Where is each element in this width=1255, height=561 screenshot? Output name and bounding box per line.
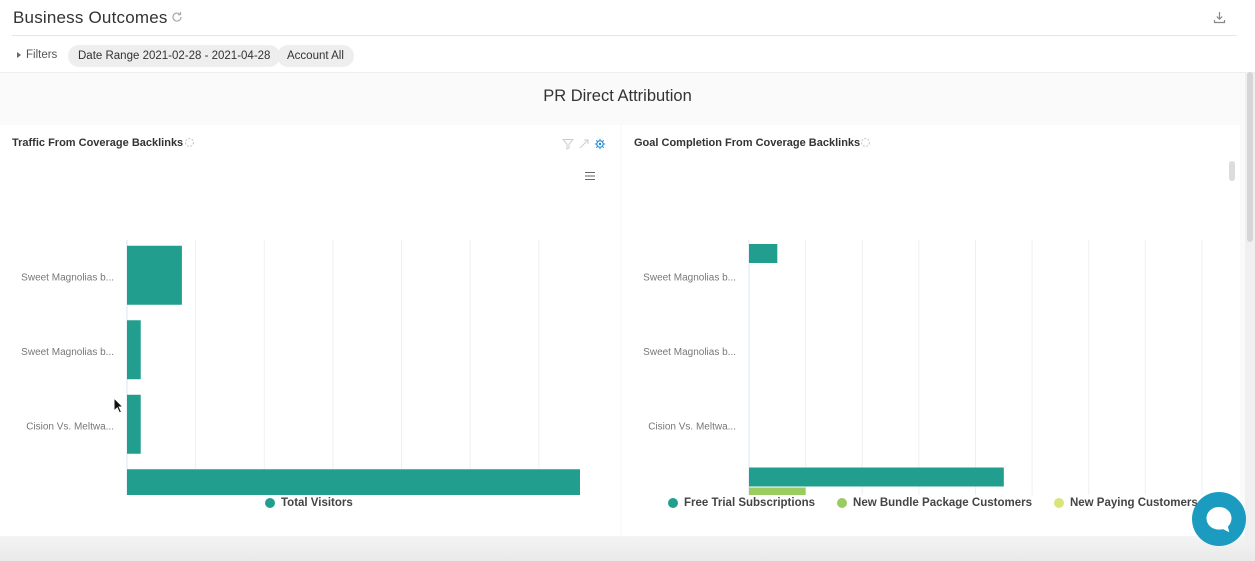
gear-icon[interactable] [594,138,606,150]
goal-panel: Goal Completion From Coverage Backlinks … [622,125,1240,537]
category-label: Sweet Magnolias b... [21,272,114,283]
filters-label: Filters [26,49,58,61]
legend-dot [837,498,848,508]
filters-bar: Filters Date Range 2021-02-28 - 2021-04-… [0,44,1255,68]
account-label: Account [287,50,329,62]
traffic-chart: 051015202530Sweet Magnolias b...Sweet Ma… [21,240,580,495]
legend-item[interactable]: New Bundle Package Customers [837,497,1032,509]
legend-dot [668,498,678,508]
inner-scrollbar[interactable] [1229,161,1235,181]
dashboard-main: PR Direct Attribution Traffic From Cover… [0,72,1245,561]
goal-chart: 0246810121416Sweet Magnolias b...Sweet M… [643,240,1203,496]
bar[interactable] [749,487,806,496]
bar[interactable] [127,394,141,454]
legend-dot [265,498,275,508]
bottom-shade [0,536,1255,561]
account-value: All [331,50,344,62]
bar[interactable] [749,244,778,263]
legend-label: Total Visitors [281,497,353,509]
download-icon[interactable] [1213,11,1226,24]
bar[interactable] [127,469,580,495]
category-label: Sweet Magnolias b... [643,347,736,358]
filters-toggle[interactable]: Filters [17,49,57,61]
legend-dot [1053,498,1064,508]
date-range-chip[interactable]: Date Range 2021-02-28 - 2021-04-28 [68,45,281,67]
category-label: Sweet Magnolias b... [21,347,114,358]
bar[interactable] [127,245,182,305]
account-chip[interactable]: Account All [277,45,354,67]
section-title: PR Direct Attribution [543,87,692,105]
header-divider [12,35,1237,36]
date-range-label: Date Range [78,50,140,62]
goal-legend: Free Trial Subscriptions New Bundle Packa… [668,497,1198,509]
legend-label: New Paying Customers [1069,497,1198,509]
page-scrollbar[interactable] [1245,72,1255,542]
chat-button[interactable] [1192,492,1246,546]
expand-icon[interactable] [578,138,590,150]
legend-label: New Bundle Package Customers [853,497,1032,509]
legend-item[interactable]: Total Visitors [265,497,353,509]
scroll-thumb[interactable] [1247,72,1253,242]
loading-spinner-icon [860,137,871,148]
refresh-icon[interactable] [171,11,183,23]
filter-icon[interactable] [562,138,574,150]
legend-item[interactable]: New Paying Customers [1053,497,1198,509]
category-label: Cision Vs. Meltwa... [26,421,114,432]
hamburger-menu-icon[interactable] [584,171,596,181]
page-title: Business Outcomes [13,8,168,27]
bar[interactable] [749,467,1004,487]
legend-label: Free Trial Subscriptions [684,497,816,509]
header: Business Outcomes [0,0,1255,36]
panel-title: Traffic From Coverage Backlinks [12,137,184,149]
caret-right-icon [17,52,21,58]
category-label: Sweet Magnolias b... [643,272,736,283]
category-label: Cision Vs. Meltwa... [648,421,736,432]
traffic-legend: Total Visitors [265,497,353,509]
traffic-panel: Traffic From Coverage Backlinks 05101520… [0,125,620,537]
loading-spinner-icon [184,137,195,148]
panel-title: Goal Completion From Coverage Backlinks [634,137,861,149]
legend-item[interactable]: Free Trial Subscriptions [668,497,815,509]
bar[interactable] [127,320,141,380]
date-range-value: 2021-02-28 - 2021-04-28 [142,50,271,62]
chat-bubble-icon [1206,507,1232,533]
mouse-cursor-icon [113,397,125,414]
